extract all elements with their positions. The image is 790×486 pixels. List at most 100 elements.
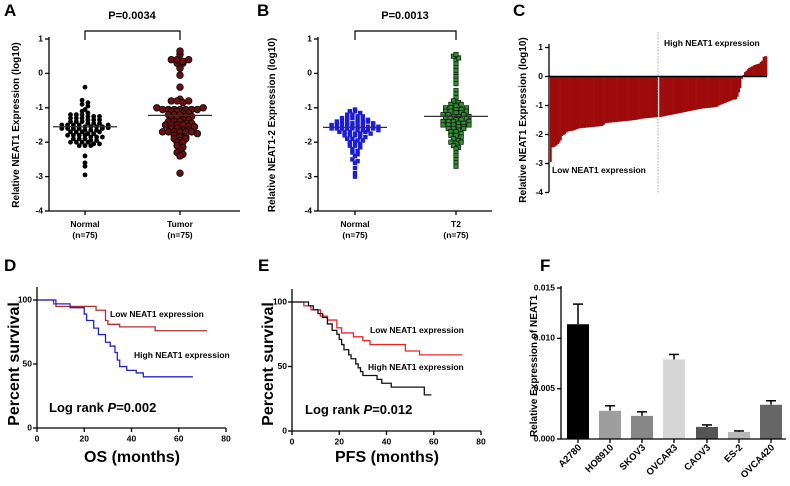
data-point: [352, 160, 358, 166]
data-point: [453, 94, 459, 100]
data-point: [371, 126, 376, 131]
waterfall-bar: [733, 76, 736, 100]
data-point: [461, 125, 467, 131]
data-point: [358, 145, 363, 150]
waterfall-bar: [729, 76, 732, 101]
waterfall-bar: [693, 76, 696, 111]
x-tick-label: OVCAR3: [644, 442, 680, 478]
data-point: [365, 124, 371, 129]
data-point: [176, 83, 184, 91]
waterfall-bar: [764, 56, 766, 77]
data-point: [347, 143, 352, 148]
expression-bar: [567, 324, 589, 439]
data-point: [450, 143, 456, 149]
data-point: [76, 132, 82, 138]
waterfall-bar: [756, 64, 759, 77]
c-y-axis-label: Relative NEAT1 Expression (log10): [518, 37, 529, 202]
waterfall-bar: [604, 76, 607, 124]
data-point: [91, 117, 97, 123]
waterfall-bar: [683, 76, 686, 113]
data-point: [355, 117, 360, 123]
data-point: [350, 112, 355, 117]
waterfall-bar: [723, 76, 726, 104]
data-point: [97, 141, 102, 147]
data-point: [85, 100, 91, 106]
data-point: [352, 174, 358, 179]
waterfall-bar: [613, 76, 615, 123]
waterfall-bar: [550, 76, 552, 163]
data-point: [352, 133, 358, 138]
waterfall-bar: [640, 76, 643, 119]
d-x-axis-label: OS (months): [84, 449, 180, 466]
data-point: [329, 122, 334, 128]
data-point: [68, 119, 73, 124]
data-point: [376, 124, 381, 129]
b-x-label-normal-n: (n=75): [342, 230, 367, 240]
data-point: [176, 169, 184, 177]
waterfall-bar: [741, 76, 743, 79]
waterfall-bar: [626, 76, 628, 121]
waterfall-bar: [565, 76, 568, 133]
data-point: [73, 112, 79, 118]
y-tick-label: 0.005: [534, 383, 556, 393]
panel-letter-b: B: [257, 1, 269, 20]
waterfall-bar: [649, 76, 651, 118]
waterfall-bar: [680, 76, 683, 113]
waterfall-bar: [568, 76, 571, 132]
waterfall-bar: [621, 76, 624, 122]
panel-letter-d: D: [4, 256, 16, 275]
waterfall-bar: [731, 76, 733, 101]
waterfall-bar: [745, 70, 748, 77]
waterfall-bar: [679, 76, 682, 114]
waterfall-bar: [618, 76, 621, 122]
data-point: [358, 134, 363, 140]
waterfall-bar: [607, 76, 610, 123]
data-point: [458, 117, 464, 123]
waterfall-bar: [706, 76, 709, 109]
waterfall-bar: [627, 76, 630, 121]
data-point: [358, 141, 363, 147]
waterfall-bar: [696, 76, 699, 110]
data-point: [73, 139, 79, 145]
waterfall-bar: [574, 76, 577, 130]
waterfall-bar: [667, 76, 670, 116]
waterfall-bar: [670, 76, 673, 115]
waterfall-bar: [590, 76, 592, 128]
waterfall-bar: [666, 76, 669, 116]
b-x-label-t2: T2: [451, 219, 461, 229]
waterfall-bar: [650, 76, 653, 118]
survival-curve: [37, 299, 208, 332]
data-point: [79, 129, 85, 135]
b-x-label-t2-n: (n=75): [443, 230, 468, 240]
y-tick-label: -4: [535, 187, 543, 197]
y-tick-label: 1: [38, 33, 43, 43]
waterfall-bar: [634, 76, 637, 120]
y-tick-label: 0: [307, 68, 312, 78]
y-tick-label: 1: [307, 33, 312, 43]
waterfall-bar: [639, 76, 641, 120]
waterfall-bar: [722, 76, 725, 104]
waterfall-bar: [597, 76, 600, 127]
data-point: [68, 139, 73, 145]
waterfall-bar: [570, 76, 572, 132]
data-point: [88, 134, 94, 140]
y-tick-label: 100: [18, 294, 32, 304]
c-low-label: Low NEAT1 expression: [552, 165, 646, 175]
waterfall-bar: [669, 76, 672, 116]
survival-curve: [292, 301, 432, 396]
waterfall-bar: [624, 76, 627, 122]
waterfall-bar: [571, 76, 574, 131]
data-point: [176, 47, 184, 55]
data-point: [355, 124, 360, 129]
data-point: [347, 140, 352, 145]
y-tick-label: -1: [35, 102, 43, 112]
data-point: [345, 136, 350, 141]
a-p-value: P=0.0034: [108, 10, 156, 22]
waterfall-bar: [719, 76, 722, 105]
y-tick-label: 0.010: [534, 333, 556, 343]
data-point: [453, 110, 459, 116]
data-point: [358, 110, 363, 116]
data-point: [355, 152, 360, 157]
data-point: [360, 121, 365, 126]
data-point: [82, 163, 88, 169]
